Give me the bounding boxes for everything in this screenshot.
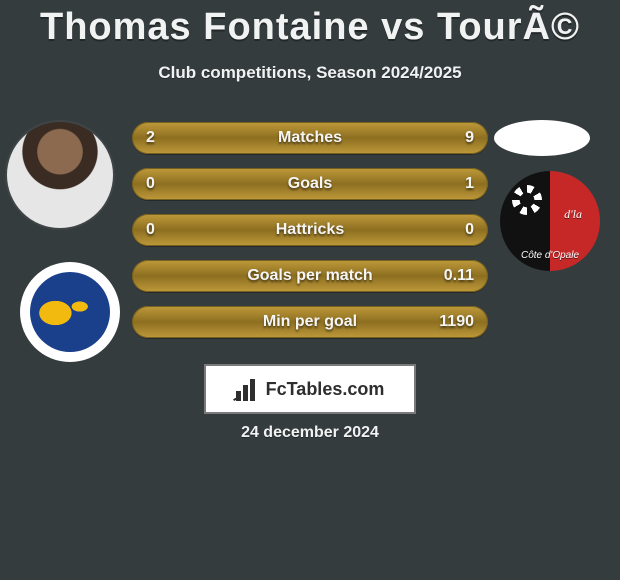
stat-bars: 2 Matches 9 0 Goals 1 0 Hattricks 0 Goal…: [132, 122, 488, 352]
stat-row-matches: 2 Matches 9: [132, 122, 488, 154]
stat-label: Goals per match: [132, 260, 488, 292]
comparison-title: Thomas Fontaine vs TourÃ©: [0, 0, 620, 49]
stat-row-goals-per-match: Goals per match 0.11: [132, 260, 488, 292]
player-left-photo: [7, 122, 113, 228]
brand-barchart-icon: [236, 377, 262, 401]
club-right-script: d'la: [564, 207, 582, 222]
stat-row-hattricks: 0 Hattricks 0: [132, 214, 488, 246]
stat-right-value: 1190: [439, 306, 474, 338]
stat-right-value: 0: [465, 214, 474, 246]
stat-label: Min per goal: [132, 306, 488, 338]
brand-text: FcTables.com: [266, 379, 385, 400]
club-left-badge: [20, 262, 120, 362]
player-right-photo-placeholder: [494, 120, 590, 156]
brand-badge: FcTables.com: [204, 364, 416, 414]
footer-date: 24 december 2024: [0, 424, 620, 442]
comparison-subtitle: Club competitions, Season 2024/2025: [0, 63, 620, 83]
stat-row-goals: 0 Goals 1: [132, 168, 488, 200]
stat-row-min-per-goal: Min per goal 1190: [132, 306, 488, 338]
stat-right-value: 0.11: [444, 260, 474, 292]
stat-label: Goals: [132, 168, 488, 200]
stat-label: Matches: [132, 122, 488, 154]
club-right-badge: d'la Côte d'Opale: [500, 171, 600, 271]
club-right-caption: Côte d'Opale: [500, 250, 600, 261]
stat-right-value: 9: [465, 122, 474, 154]
stat-right-value: 1: [465, 168, 474, 200]
stat-label: Hattricks: [132, 214, 488, 246]
